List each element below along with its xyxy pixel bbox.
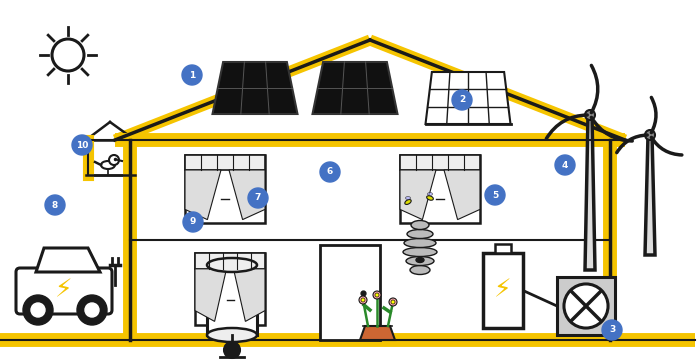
Ellipse shape [407, 230, 433, 238]
Polygon shape [400, 170, 436, 220]
Text: 10: 10 [76, 140, 88, 149]
Ellipse shape [207, 258, 257, 272]
Ellipse shape [426, 196, 433, 200]
Circle shape [109, 155, 119, 165]
Ellipse shape [404, 238, 436, 248]
Bar [185, 155, 265, 223]
Polygon shape [585, 115, 595, 270]
Circle shape [320, 162, 340, 182]
Circle shape [373, 291, 381, 299]
Circle shape [391, 300, 395, 304]
Bar [400, 155, 480, 170]
Circle shape [485, 185, 505, 205]
Circle shape [564, 284, 608, 328]
Polygon shape [234, 269, 265, 321]
Text: 9: 9 [190, 217, 196, 226]
Circle shape [602, 320, 622, 340]
Circle shape [77, 295, 107, 325]
Text: 1: 1 [189, 71, 195, 80]
Polygon shape [645, 135, 655, 255]
Ellipse shape [403, 248, 437, 256]
Ellipse shape [405, 197, 410, 199]
Circle shape [585, 110, 595, 120]
Polygon shape [36, 248, 100, 272]
Ellipse shape [405, 199, 411, 204]
Bar [88, 140, 133, 175]
Circle shape [248, 188, 268, 208]
Bar [400, 155, 480, 223]
Bar [130, 140, 610, 340]
Ellipse shape [101, 161, 115, 169]
Bar [320, 245, 380, 340]
Circle shape [359, 296, 367, 304]
Ellipse shape [411, 220, 429, 230]
Circle shape [555, 155, 575, 175]
Bar [207, 265, 257, 335]
Polygon shape [195, 269, 227, 321]
Ellipse shape [207, 328, 257, 342]
Ellipse shape [406, 256, 434, 266]
Circle shape [45, 195, 65, 215]
Text: 7: 7 [255, 194, 261, 202]
Circle shape [361, 298, 365, 302]
Polygon shape [312, 62, 398, 114]
Text: 4: 4 [562, 161, 568, 170]
FancyBboxPatch shape [16, 268, 112, 314]
Bar [185, 155, 265, 170]
Text: ⚡: ⚡ [55, 278, 73, 302]
Bar [195, 253, 265, 269]
Bar [495, 244, 511, 253]
Circle shape [389, 298, 397, 306]
Circle shape [224, 342, 240, 358]
Text: 6: 6 [327, 167, 333, 176]
Polygon shape [185, 170, 221, 220]
Polygon shape [229, 170, 265, 220]
Polygon shape [115, 40, 625, 140]
Bar [557, 277, 615, 335]
Ellipse shape [410, 266, 430, 274]
Circle shape [375, 293, 379, 297]
Bar [483, 253, 523, 328]
Polygon shape [213, 62, 298, 114]
Text: 5: 5 [492, 190, 498, 199]
Text: 2: 2 [459, 95, 465, 104]
Circle shape [645, 130, 655, 140]
Ellipse shape [416, 257, 424, 262]
Circle shape [85, 303, 99, 317]
Polygon shape [444, 170, 480, 220]
Bar [195, 253, 265, 325]
Circle shape [452, 90, 472, 110]
Polygon shape [360, 326, 395, 340]
Text: 8: 8 [52, 201, 58, 210]
Text: 3: 3 [609, 325, 615, 334]
Circle shape [23, 295, 53, 325]
Polygon shape [426, 72, 510, 124]
Text: ⚡: ⚡ [494, 279, 512, 302]
Circle shape [72, 135, 92, 155]
Circle shape [31, 303, 45, 317]
Circle shape [182, 65, 202, 85]
Circle shape [183, 212, 203, 232]
Ellipse shape [428, 193, 433, 195]
